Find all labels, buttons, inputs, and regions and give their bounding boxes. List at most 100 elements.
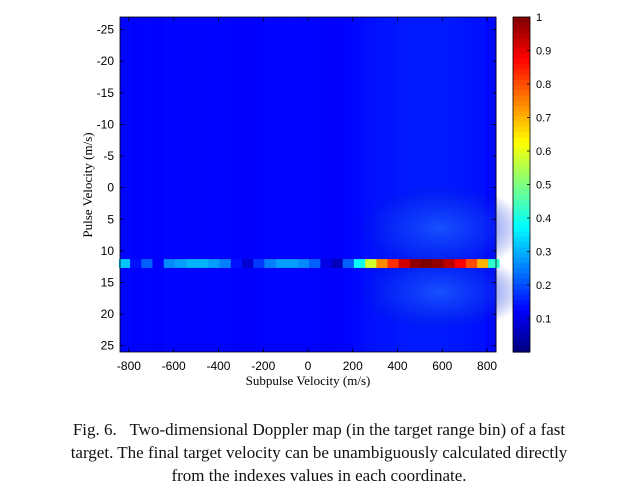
heatmap-background-column <box>208 17 221 352</box>
colorbar-cell <box>513 273 530 280</box>
colorbar-cell <box>513 27 530 34</box>
heatmap-cell <box>488 259 500 268</box>
y-tick-label: 25 <box>101 339 115 353</box>
colorbar-cell <box>513 226 530 233</box>
colorbar-cell <box>513 158 530 165</box>
colorbar-cell <box>513 126 530 133</box>
colorbar-cell <box>513 325 530 332</box>
colorbar-cell <box>513 111 530 118</box>
colorbar-cell <box>513 247 530 254</box>
colorbar-tick-label: 0.4 <box>536 213 551 225</box>
heatmap-cell <box>421 259 433 268</box>
colorbar-tick-label: 0.6 <box>536 146 551 158</box>
heatmap-background-column <box>396 17 409 352</box>
heatmap-cell <box>477 259 489 268</box>
colorbar-cell <box>513 64 530 70</box>
x-tick-label: 0 <box>305 359 312 373</box>
colorbar: 1 0.9 0.8 0.7 0.6 0.5 0.4 0.3 0.2 0.1 <box>512 12 551 353</box>
x-tick-label: -200 <box>251 359 275 373</box>
heatmap-cell <box>320 259 332 268</box>
colorbar-cell <box>513 310 530 316</box>
colorbar-tick-label: 0.3 <box>536 247 551 259</box>
colorbar-cell <box>513 153 530 159</box>
colorbar-cell <box>513 53 530 60</box>
colorbar-cell <box>513 142 530 149</box>
colorbar-cell <box>513 257 530 264</box>
heatmap-cell <box>387 259 399 268</box>
heatmap-background-column <box>363 17 375 352</box>
heatmap-background-column <box>484 17 497 352</box>
heatmap-background-column <box>330 17 342 352</box>
colorbar-cell <box>513 315 530 322</box>
y-tick-label: 10 <box>101 244 115 258</box>
colorbar-cell <box>513 168 530 175</box>
heatmap-cell <box>331 259 343 268</box>
colorbar-cell <box>513 236 530 243</box>
heatmap-cell <box>432 259 444 268</box>
heatmap-cell <box>309 259 321 268</box>
colorbar-cell <box>513 37 530 44</box>
heatmap-cell <box>174 259 187 268</box>
heatmap-cell <box>409 259 422 268</box>
heatmap-background-column <box>308 17 320 352</box>
caption-line-1: Fig. 6. Two-dimensional Doppler map (in … <box>72 420 566 439</box>
colorbar-cell <box>513 121 530 128</box>
colorbar-cell <box>513 221 530 227</box>
colorbar-cell <box>513 320 530 327</box>
colorbar-cell <box>513 147 530 154</box>
colorbar-gradient <box>513 17 530 353</box>
colorbar-cell <box>513 215 530 222</box>
heatmap-cell <box>365 259 377 268</box>
y-axis-label: Pulse Velocity (m/s) <box>80 132 95 237</box>
heatmap-cell <box>443 259 455 268</box>
colorbar-cell <box>513 48 530 55</box>
colorbar-cell <box>513 231 530 238</box>
colorbar-tick-label: 0.2 <box>536 280 551 292</box>
heatmap-background-column <box>462 17 475 352</box>
heatmap-background-column <box>263 17 276 352</box>
colorbar-cell <box>513 283 530 290</box>
x-tick-label: 400 <box>388 359 408 373</box>
colorbar-cell <box>513 105 530 112</box>
x-tick-label: 600 <box>432 359 452 373</box>
colorbar-tick-label: 0.7 <box>536 113 551 125</box>
heatmap-cell <box>208 259 220 268</box>
figure-caption: Fig. 6. Two-dimensional Doppler map (in … <box>0 418 638 487</box>
heatmap-cell <box>118 259 131 268</box>
colorbar-tick-label: 0.8 <box>536 79 551 91</box>
x-tick-label: -800 <box>117 359 141 373</box>
target-row-cells <box>118 259 500 268</box>
colorbar-cell <box>513 85 530 91</box>
heatmap-background-column <box>319 17 331 352</box>
colorbar-cell <box>513 252 530 259</box>
heatmap-cell <box>275 259 287 268</box>
colorbar-cell <box>513 205 530 212</box>
x-axis: -800 -600 -400 -200 0 200 400 600 800 <box>117 17 497 373</box>
y-tick-label: -20 <box>97 54 115 68</box>
colorbar-cell <box>513 336 530 343</box>
colorbar-cell <box>513 242 530 248</box>
x-tick-label: 200 <box>343 359 363 373</box>
colorbar-cell <box>513 304 530 311</box>
colorbar-cell <box>513 137 530 144</box>
x-tick-label: 800 <box>477 359 497 373</box>
heatmap-background-column <box>186 17 198 352</box>
colorbar-cell <box>513 22 530 29</box>
colorbar-cell <box>513 95 530 102</box>
heatmap-background-column <box>352 17 364 352</box>
colorbar-cell <box>513 210 530 217</box>
heatmap-background-column <box>285 17 298 352</box>
heatmap-cell <box>454 259 467 268</box>
heatmap-cell <box>197 259 209 268</box>
y-tick-label: -15 <box>97 86 115 100</box>
colorbar-cell <box>513 32 530 39</box>
heatmap-cell <box>398 259 411 268</box>
colorbar-cell <box>513 346 530 353</box>
heatmap-cell <box>163 259 176 268</box>
heatmap-background-column <box>473 17 486 352</box>
heatmap-background-column <box>296 17 309 352</box>
heatmap-cell <box>230 259 243 268</box>
y-tick-label: -5 <box>103 149 114 163</box>
x-tick-label: -400 <box>206 359 230 373</box>
